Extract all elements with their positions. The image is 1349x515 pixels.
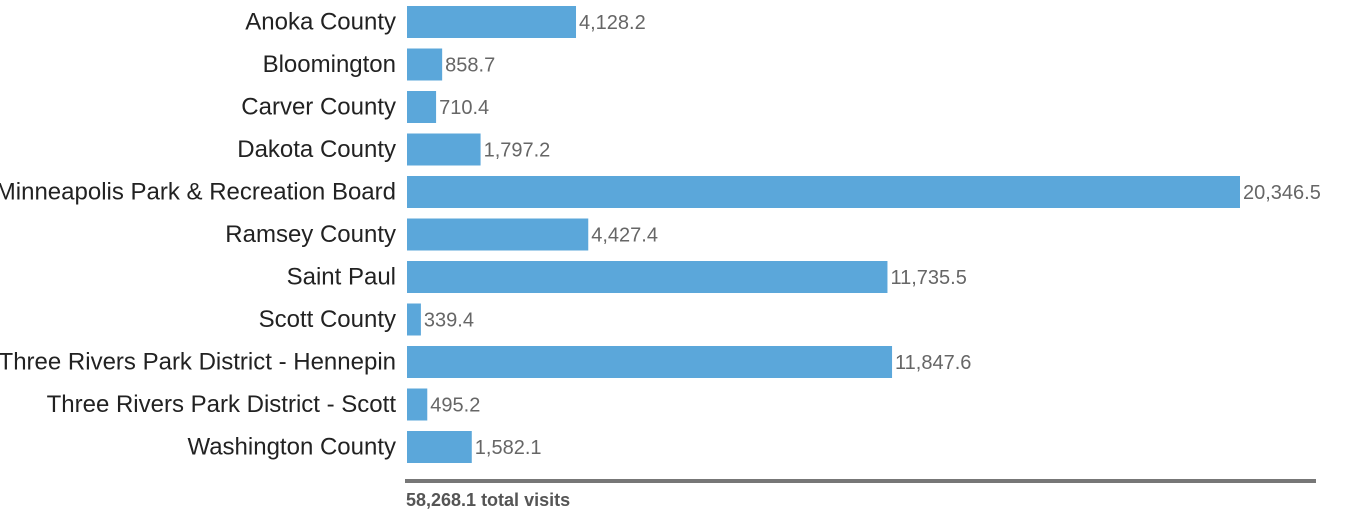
category-label: Three Rivers Park District - Hennepin bbox=[0, 349, 396, 376]
category-label: Ramsey County bbox=[225, 221, 396, 248]
value-label: 1,797.2 bbox=[484, 140, 551, 162]
bar bbox=[407, 6, 577, 38]
category-label: Three Rivers Park District - Scott bbox=[47, 391, 397, 418]
bar bbox=[407, 261, 888, 293]
bar bbox=[407, 48, 443, 81]
value-label: 20,346.5 bbox=[1243, 182, 1321, 204]
category-label: Bloomington bbox=[263, 51, 396, 78]
category-label: Scott County bbox=[259, 306, 396, 333]
bar bbox=[407, 431, 472, 463]
value-label: 11,847.6 bbox=[895, 352, 971, 374]
value-label: 710.4 bbox=[439, 97, 489, 119]
bar bbox=[407, 218, 589, 251]
category-label: Carver County bbox=[241, 94, 396, 121]
value-label: 858.7 bbox=[445, 55, 495, 77]
bar bbox=[407, 303, 421, 336]
category-label: Washington County bbox=[187, 434, 396, 461]
value-label: 495.2 bbox=[430, 395, 480, 417]
bar bbox=[407, 176, 1240, 208]
category-label: Minneapolis Park & Recreation Board bbox=[0, 179, 396, 206]
bar bbox=[407, 91, 437, 123]
category-label: Anoka County bbox=[245, 9, 396, 36]
bar bbox=[407, 133, 481, 166]
value-label: 339.4 bbox=[424, 310, 474, 332]
value-label: 11,735.5 bbox=[890, 267, 966, 289]
value-label: 1,582.1 bbox=[475, 437, 542, 459]
bars-layer: Anoka County 4,128.2 Bloomington 858.7 Carve… bbox=[0, 6, 1321, 463]
bar bbox=[407, 388, 428, 421]
total-visits-label: 58,268.1 total visits bbox=[406, 490, 570, 510]
value-label: 4,128.2 bbox=[579, 12, 646, 34]
category-label: Dakota County bbox=[237, 136, 396, 163]
category-label: Saint Paul bbox=[287, 264, 396, 291]
value-label: 4,427.4 bbox=[591, 225, 658, 247]
bar bbox=[407, 346, 893, 378]
